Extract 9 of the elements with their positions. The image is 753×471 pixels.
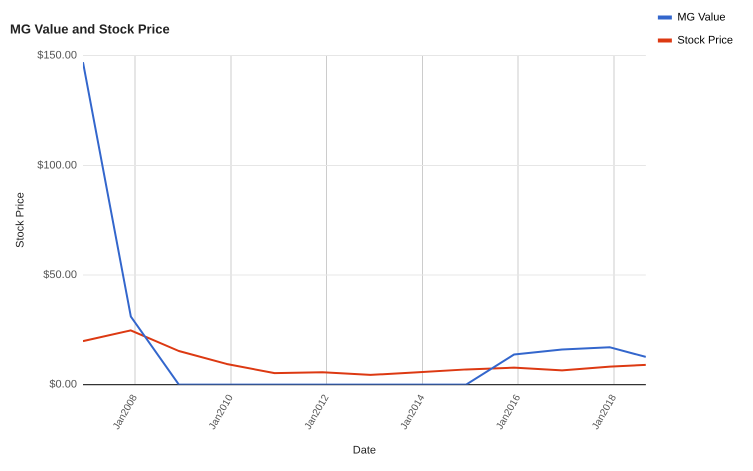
y-tick-label: $50.00 bbox=[43, 268, 77, 281]
x-axis-title: Date bbox=[352, 444, 376, 456]
chart-title: MG Value and Stock Price bbox=[10, 21, 170, 36]
y-tick-label: $150.00 bbox=[37, 50, 77, 62]
y-tick-label: $100.00 bbox=[37, 159, 77, 172]
legend-label: Stock Price bbox=[677, 34, 734, 47]
y-axis-title: Stock Price bbox=[14, 192, 27, 248]
legend-label: MG Value bbox=[677, 12, 726, 24]
y-tick-label: $0.00 bbox=[49, 378, 77, 391]
